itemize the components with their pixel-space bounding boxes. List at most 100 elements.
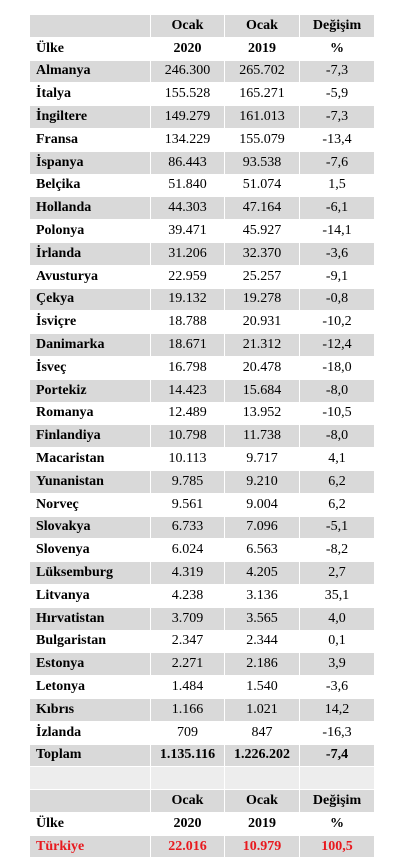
cell: 246.300 xyxy=(150,59,225,84)
data-row: Çekya 19.132 19.278 -0,8 xyxy=(29,287,375,312)
cell: Slovenya xyxy=(29,538,151,563)
cell: 10.113 xyxy=(150,447,225,471)
data-row: İngiltere 149.279 161.013 -7,3 xyxy=(29,105,375,129)
cell: Finlandiya xyxy=(29,424,151,449)
cell: İzlanda xyxy=(29,720,151,745)
cell: -8,2 xyxy=(299,538,375,563)
cell: Danimarka xyxy=(29,333,151,357)
cell: 847 xyxy=(224,720,300,745)
cell: Macaristan xyxy=(29,447,151,471)
cell: -8,0 xyxy=(299,424,375,449)
data-row: İsveç 16.798 20.478 -18,0 xyxy=(29,355,375,380)
cell: Lüksemburg xyxy=(29,561,151,585)
cell: 51.074 xyxy=(224,173,300,198)
data-row: Letonya 1.484 1.540 -3,6 xyxy=(29,675,375,699)
data-row: İsviçre 18.788 20.931 -10,2 xyxy=(29,310,375,335)
cell: -18,0 xyxy=(299,355,375,380)
tourism-table: Ocak Ocak Değişim Ülke 2020 2019% Almanya 246.3… xyxy=(29,14,375,858)
cell: 3.709 xyxy=(150,606,225,631)
cell: % xyxy=(299,811,375,836)
data-row: İspanya 86.443 93.538 -7,6 xyxy=(29,150,375,175)
cell: -6,1 xyxy=(299,196,375,221)
cell: 155.528 xyxy=(150,82,225,107)
cell: 4.238 xyxy=(150,583,225,608)
cell: 100,5 xyxy=(299,834,375,858)
cell: 3,9 xyxy=(299,652,375,677)
cell: Litvanya xyxy=(29,583,151,608)
cell: 2020 xyxy=(150,36,225,61)
cell: İngiltere xyxy=(29,105,151,129)
cell: -7,3 xyxy=(299,105,375,129)
cell: Belçika xyxy=(29,173,151,198)
cell: Fransa xyxy=(29,127,151,152)
cell: 1,5 xyxy=(299,173,375,198)
data-row: Macaristan 10.113 9.717 4,1 xyxy=(29,447,375,471)
cell: Ocak xyxy=(150,789,225,813)
cell: 6.733 xyxy=(150,515,225,540)
spacer xyxy=(150,766,225,791)
cell: 9.004 xyxy=(224,492,300,517)
cell: Norveç xyxy=(29,492,151,517)
cell: 19.278 xyxy=(224,287,300,312)
data-row: Polonya 39.471 45.927 -14,1 xyxy=(29,219,375,243)
cell: 15.684 xyxy=(224,378,300,403)
cell: 16.798 xyxy=(150,355,225,380)
cell: 25.257 xyxy=(224,264,300,289)
cell: Ocak xyxy=(224,14,300,38)
cell: Romanya xyxy=(29,401,151,426)
cell: İspanya xyxy=(29,150,151,175)
cell: Ülke xyxy=(29,36,151,61)
total-row: Toplam 1.135.116 1.226.202 -7,4 xyxy=(29,743,375,768)
data-row: İtalya 155.528 165.271 -5,9 xyxy=(29,82,375,107)
cell: Yunanistan xyxy=(29,469,151,494)
data-row: Belçika 51.840 51.074 1,5 xyxy=(29,173,375,198)
header-row: Ülke 2020 2019% xyxy=(29,36,375,61)
cell: -7,4 xyxy=(299,743,375,768)
data-row: Almanya 246.300 265.702 -7,3 xyxy=(29,59,375,84)
cell: 32.370 xyxy=(224,241,300,266)
cell: 9.785 xyxy=(150,469,225,494)
cell: -7,3 xyxy=(299,59,375,84)
cell: % xyxy=(299,36,375,61)
cell: 6.563 xyxy=(224,538,300,563)
cell: Polonya xyxy=(29,219,151,243)
cell: Değişim xyxy=(299,14,375,38)
cell: 18.671 xyxy=(150,333,225,357)
cell: 2.344 xyxy=(224,629,300,654)
data-row: Fransa 134.229 155.079 -13,4 xyxy=(29,127,375,152)
data-row: Slovakya 6.733 7.096 -5,1 xyxy=(29,515,375,540)
cell: 1.226.202 xyxy=(224,743,300,768)
cell: Kıbrıs xyxy=(29,697,151,722)
cell: 14,2 xyxy=(299,697,375,722)
cell: 13.952 xyxy=(224,401,300,426)
cell: 1.540 xyxy=(224,675,300,699)
cell: 2019 xyxy=(224,36,300,61)
cell: Hollanda xyxy=(29,196,151,221)
cell: 11.738 xyxy=(224,424,300,449)
cell: 9.717 xyxy=(224,447,300,471)
cell: 9.210 xyxy=(224,469,300,494)
cell: 10.798 xyxy=(150,424,225,449)
cell: -10,2 xyxy=(299,310,375,335)
cell: -5,9 xyxy=(299,82,375,107)
cell: 0,1 xyxy=(299,629,375,654)
data-row: Danimarka 18.671 21.312 -12,4 xyxy=(29,333,375,357)
cell: 35,1 xyxy=(299,583,375,608)
cell: Türkiye xyxy=(29,834,151,858)
turkey-row: Türkiye 22.016 10.979 100,5 xyxy=(29,834,375,858)
cell: -14,1 xyxy=(299,219,375,243)
cell: 20.478 xyxy=(224,355,300,380)
cell: Toplam xyxy=(29,743,151,768)
cell: Portekiz xyxy=(29,378,151,403)
cell: -7,6 xyxy=(299,150,375,175)
cell: 2019 xyxy=(224,811,300,836)
cell: -12,4 xyxy=(299,333,375,357)
cell: -9,1 xyxy=(299,264,375,289)
data-row: Hollanda 44.303 47.164 -6,1 xyxy=(29,196,375,221)
data-row: Finlandiya 10.798 11.738 -8,0 xyxy=(29,424,375,449)
cell: 6.024 xyxy=(150,538,225,563)
header-row: Ocak Ocak Değişim xyxy=(29,789,375,813)
cell: 14.423 xyxy=(150,378,225,403)
cell: 19.132 xyxy=(150,287,225,312)
cell: Almanya xyxy=(29,59,151,84)
